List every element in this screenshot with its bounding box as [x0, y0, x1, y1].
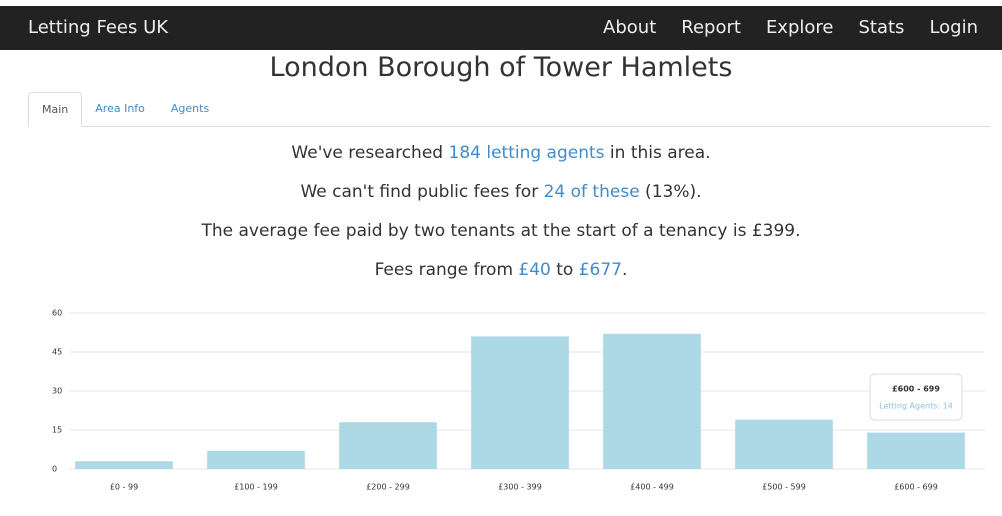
tooltip-label: Letting Agents: 14 [879, 402, 953, 411]
x-tick-label: £400 - 499 [630, 483, 674, 492]
bar [735, 419, 833, 469]
tabs: Main Area Info Agents [28, 92, 990, 127]
y-tick-label: 60 [52, 309, 62, 318]
link[interactable]: £677 [578, 260, 622, 280]
x-tick-label: £300 - 399 [498, 483, 542, 492]
x-tick-label: £500 - 599 [762, 483, 806, 492]
text: We've researched [291, 143, 449, 163]
tab[interactable]: Area Info [95, 102, 145, 115]
text: to [550, 260, 579, 280]
summary-line: The average fee paid by two tenants at t… [0, 221, 1002, 260]
summary-line: Fees range from £40 to £677. [0, 260, 1002, 299]
nav-link[interactable]: Stats [858, 17, 905, 38]
y-tick-label: 15 [52, 426, 62, 435]
y-tick-label: 45 [52, 348, 62, 357]
nav-link[interactable]: Login [929, 17, 978, 38]
nav-link[interactable]: About [603, 17, 657, 38]
bar [207, 450, 305, 469]
bar [471, 336, 569, 469]
y-tick-label: 0 [52, 465, 57, 474]
tab[interactable]: Main [28, 92, 83, 127]
tooltip [869, 373, 963, 421]
summary-line: We can't find public fees for 24 of thes… [0, 182, 1002, 221]
page-title: London Borough of Tower Hamlets [269, 52, 733, 83]
bar [75, 461, 173, 469]
summary: We've researched 184 letting agents in t… [0, 143, 1002, 299]
navbar: Letting Fees UK About Report Explore Stats L… [0, 6, 1002, 50]
text: The average fee paid by two tenants at t… [201, 221, 801, 241]
link[interactable]: 184 letting agents [448, 143, 605, 163]
brand[interactable]: Letting Fees UK [28, 17, 169, 38]
x-tick-label: £600 - 699 [894, 483, 938, 492]
x-tick-label: £0 - 99 [110, 483, 138, 492]
y-tick-label: 30 [52, 387, 62, 396]
bar [603, 333, 701, 469]
text: We can't find public fees for [300, 182, 544, 202]
x-tick-label: £100 - 199 [234, 483, 278, 492]
text: Fees range from [374, 260, 519, 280]
summary-line: We've researched 184 letting agents in t… [0, 143, 1002, 182]
link[interactable]: £40 [518, 260, 551, 280]
nav-link[interactable]: Explore [765, 17, 834, 38]
link[interactable]: 24 of these [543, 182, 640, 202]
text: in this area. [604, 143, 711, 163]
bar [339, 422, 437, 469]
nav-links: About Report Explore Stats Login [603, 17, 978, 38]
x-tick-label: £200 - 299 [366, 483, 410, 492]
text: (13%). [639, 182, 702, 202]
tab[interactable]: Agents [170, 102, 210, 115]
bar [867, 432, 965, 469]
tooltip-title: £600 - 699 [892, 385, 940, 394]
text: . [622, 260, 628, 280]
nav-link[interactable]: Report [681, 17, 741, 38]
